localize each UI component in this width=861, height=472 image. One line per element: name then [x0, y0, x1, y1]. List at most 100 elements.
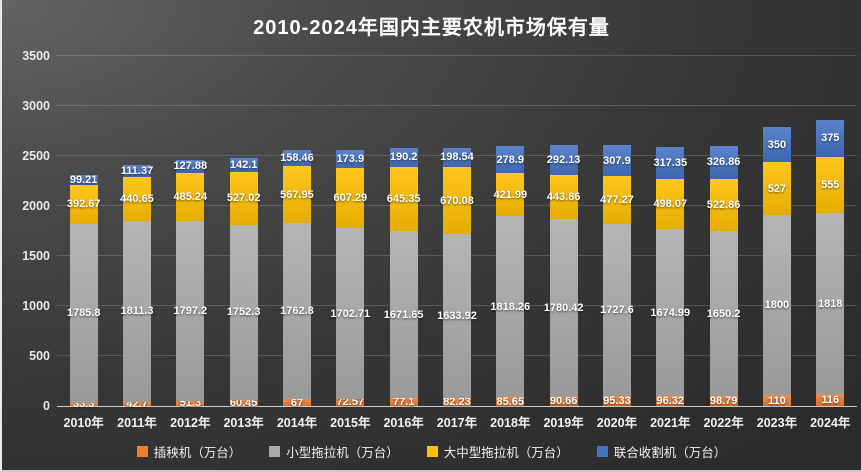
bar-value-label: 392.67: [66, 198, 101, 211]
bar-segment: 51.3: [176, 397, 205, 409]
x-axis-label: 2012年: [170, 416, 211, 430]
bar-stack: 72.57 1702.71 607.29 173.9: [330, 150, 370, 409]
bar-segment: 198.54: [440, 147, 474, 168]
y-axis-tick-label: 2000: [22, 199, 50, 213]
bar-segment: 1797.2: [173, 221, 207, 401]
bar-segment: 67: [282, 397, 311, 409]
x-axis-label: 2017年: [436, 416, 478, 430]
bar-value-label: 158.46: [280, 152, 314, 165]
bar-stack: 95.33 1727.6 477.27 307.9: [600, 145, 634, 407]
legend-item: 大中型拖拉机（万台）: [426, 442, 569, 461]
bar-value-label: 443.86: [546, 190, 581, 203]
bar-segment: 1650.2: [707, 231, 740, 397]
bar-value-label: 1671.65: [383, 308, 424, 321]
bar-value-label: 1633.92: [437, 310, 477, 323]
bar-value-label: 527: [767, 182, 787, 195]
bar-value-label: 98.79: [709, 395, 738, 408]
bar-value-label: 1818.26: [490, 300, 531, 313]
bar-segment: 42.7: [122, 398, 151, 410]
bar-segment: 527.02: [227, 172, 260, 225]
bar-value-label: 85.65: [496, 395, 525, 408]
bar-segment: 375: [816, 119, 845, 158]
bar-value-label: 421.99: [493, 188, 528, 201]
bar-segment: 392.67: [66, 184, 101, 225]
bar-value-label: 1818: [818, 297, 843, 310]
bar-stack: 85.65 1818.26 421.99 278.9: [490, 145, 530, 408]
bar-column: 51.3 1797.2 485.24 127.88: [164, 57, 217, 409]
bar-column: 96.32 1674.99 498.07 317.35: [644, 57, 697, 407]
bar-value-label: 190.2: [389, 151, 418, 164]
bar-value-label: 1762.8: [280, 305, 314, 318]
bar-segment: 567.95: [280, 166, 314, 224]
bar-segment: 77.1: [389, 396, 418, 408]
bar-column: 95.33 1727.6 477.27 307.9: [590, 57, 643, 407]
bar-segment: 98.79: [709, 395, 738, 408]
bar-column: 90.66 1780.42 443.86 292.13: [537, 57, 590, 407]
y-axis-tick-label: 3000: [22, 99, 50, 113]
bar-segment: 1671.65: [384, 231, 424, 399]
bar-segment: 1674.99: [650, 228, 690, 397]
bar-segment: 421.99: [493, 173, 528, 216]
bar-segment: 33.3: [69, 398, 98, 410]
bar-value-label: 142.1: [229, 158, 258, 171]
bar-segment: 1780.42: [544, 218, 583, 397]
bar-value-label: 522.86: [706, 198, 741, 211]
bar-column: 72.57 1702.71 607.29 173.9: [324, 57, 377, 409]
bar-value-label: 498.07: [653, 197, 688, 210]
bar-segment: 1800: [762, 215, 791, 395]
bar-segment: 90.66: [549, 395, 578, 407]
bar-value-label: 1752.3: [226, 306, 261, 319]
chart-title: 2010-2024年国内主要农机市场保有量: [253, 17, 610, 39]
bar-stack: 77.1 1671.65 645.35 190.2: [384, 147, 424, 408]
bar-stack: 98.79 1650.2 522.86 326.86: [706, 146, 741, 408]
bar-value-label: 350: [767, 138, 787, 151]
bar-segment: 158.46: [280, 150, 314, 167]
bar-segment: 173.9: [336, 150, 365, 168]
bar-value-label: 60.45: [229, 396, 258, 409]
bar-value-label: 127.88: [173, 160, 208, 173]
bar-segment: 607.29: [333, 167, 368, 229]
bar-stack: 33.3 1785.8 392.67 99.21: [66, 174, 101, 410]
bar-segment: 1727.6: [600, 223, 634, 397]
bar-segment: 1811.3: [120, 220, 154, 402]
legend-color-swatch: [269, 446, 281, 457]
bar-segment: 555: [816, 157, 845, 213]
x-axis-label: 2019年: [543, 416, 584, 430]
bar-segment: 110: [762, 394, 791, 407]
bar-value-label: 567.95: [280, 188, 314, 201]
bar-value-label: 1785.8: [66, 307, 101, 320]
bar-value-label: 1674.99: [650, 306, 691, 319]
bar-segment: 498.07: [653, 179, 688, 229]
bar-value-label: 485.24: [173, 190, 208, 203]
bar-segment: 522.86: [706, 178, 741, 232]
bar-value-label: 307.9: [603, 154, 631, 167]
bar-segment: 278.9: [496, 145, 525, 174]
bar-segment: 95.33: [602, 395, 631, 407]
bar-value-label: 645.35: [386, 192, 421, 205]
legend-color-swatch: [136, 446, 148, 457]
bar-segment: 527: [762, 162, 791, 215]
legend-label: 联合收割机（万台）: [613, 446, 727, 460]
bar-value-label: 110: [768, 394, 786, 407]
bar-value-label: 440.65: [120, 192, 154, 205]
bar-segment: 1818: [816, 212, 845, 395]
bar-column: 82.23 1633.92 670.08 198.54: [430, 57, 483, 408]
legend-label: 大中型拖拉机（万台）: [443, 446, 569, 460]
legend-item: 小型拖拉机（万台）: [269, 442, 399, 461]
bar-segment: 292.13: [546, 145, 581, 175]
bar-value-label: 607.29: [333, 192, 368, 205]
bar-value-label: 670.08: [440, 194, 474, 207]
bar-segment: 485.24: [173, 172, 208, 222]
x-axis-label: 2018年: [490, 416, 531, 430]
x-axis-label: 2014年: [276, 416, 318, 430]
y-axis-tick-label: 0: [43, 399, 50, 413]
legend-item: 插秧机（万台）: [136, 442, 241, 461]
x-axis-label: 2015年: [330, 416, 371, 430]
bar-value-label: 82.23: [443, 395, 471, 408]
x-axis-label: 2010年: [63, 416, 104, 430]
bar-value-label: 1811.3: [120, 305, 154, 318]
bar-value-label: 1727.6: [600, 304, 634, 317]
legend-label: 小型拖拉机（万台）: [286, 446, 399, 460]
bar-value-label: 292.13: [546, 153, 581, 166]
bar-value-label: 72.57: [336, 396, 365, 409]
